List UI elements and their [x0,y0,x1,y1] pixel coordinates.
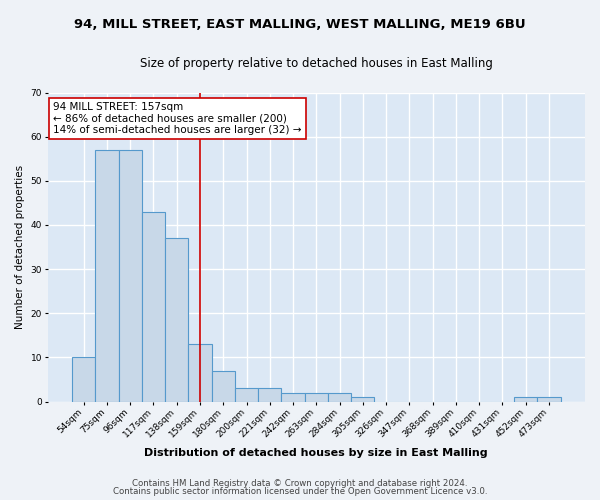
Bar [165,238,188,402]
Bar [72,358,95,402]
Bar [258,388,281,402]
Bar [351,397,374,402]
Text: 94, MILL STREET, EAST MALLING, WEST MALLING, ME19 6BU: 94, MILL STREET, EAST MALLING, WEST MALL… [74,18,526,30]
Bar [538,397,560,402]
Bar [188,344,212,402]
Bar [305,392,328,402]
Text: Contains HM Land Registry data © Crown copyright and database right 2024.: Contains HM Land Registry data © Crown c… [132,478,468,488]
X-axis label: Distribution of detached houses by size in East Malling: Distribution of detached houses by size … [145,448,488,458]
Bar [514,397,538,402]
Bar [281,392,305,402]
Bar [235,388,258,402]
Bar [212,370,235,402]
Text: Contains public sector information licensed under the Open Government Licence v3: Contains public sector information licen… [113,487,487,496]
Bar [142,212,165,402]
Bar [95,150,119,402]
Bar [119,150,142,402]
Text: 94 MILL STREET: 157sqm
← 86% of detached houses are smaller (200)
14% of semi-de: 94 MILL STREET: 157sqm ← 86% of detached… [53,102,301,135]
Title: Size of property relative to detached houses in East Malling: Size of property relative to detached ho… [140,58,493,70]
Y-axis label: Number of detached properties: Number of detached properties [15,165,25,329]
Bar [328,392,351,402]
